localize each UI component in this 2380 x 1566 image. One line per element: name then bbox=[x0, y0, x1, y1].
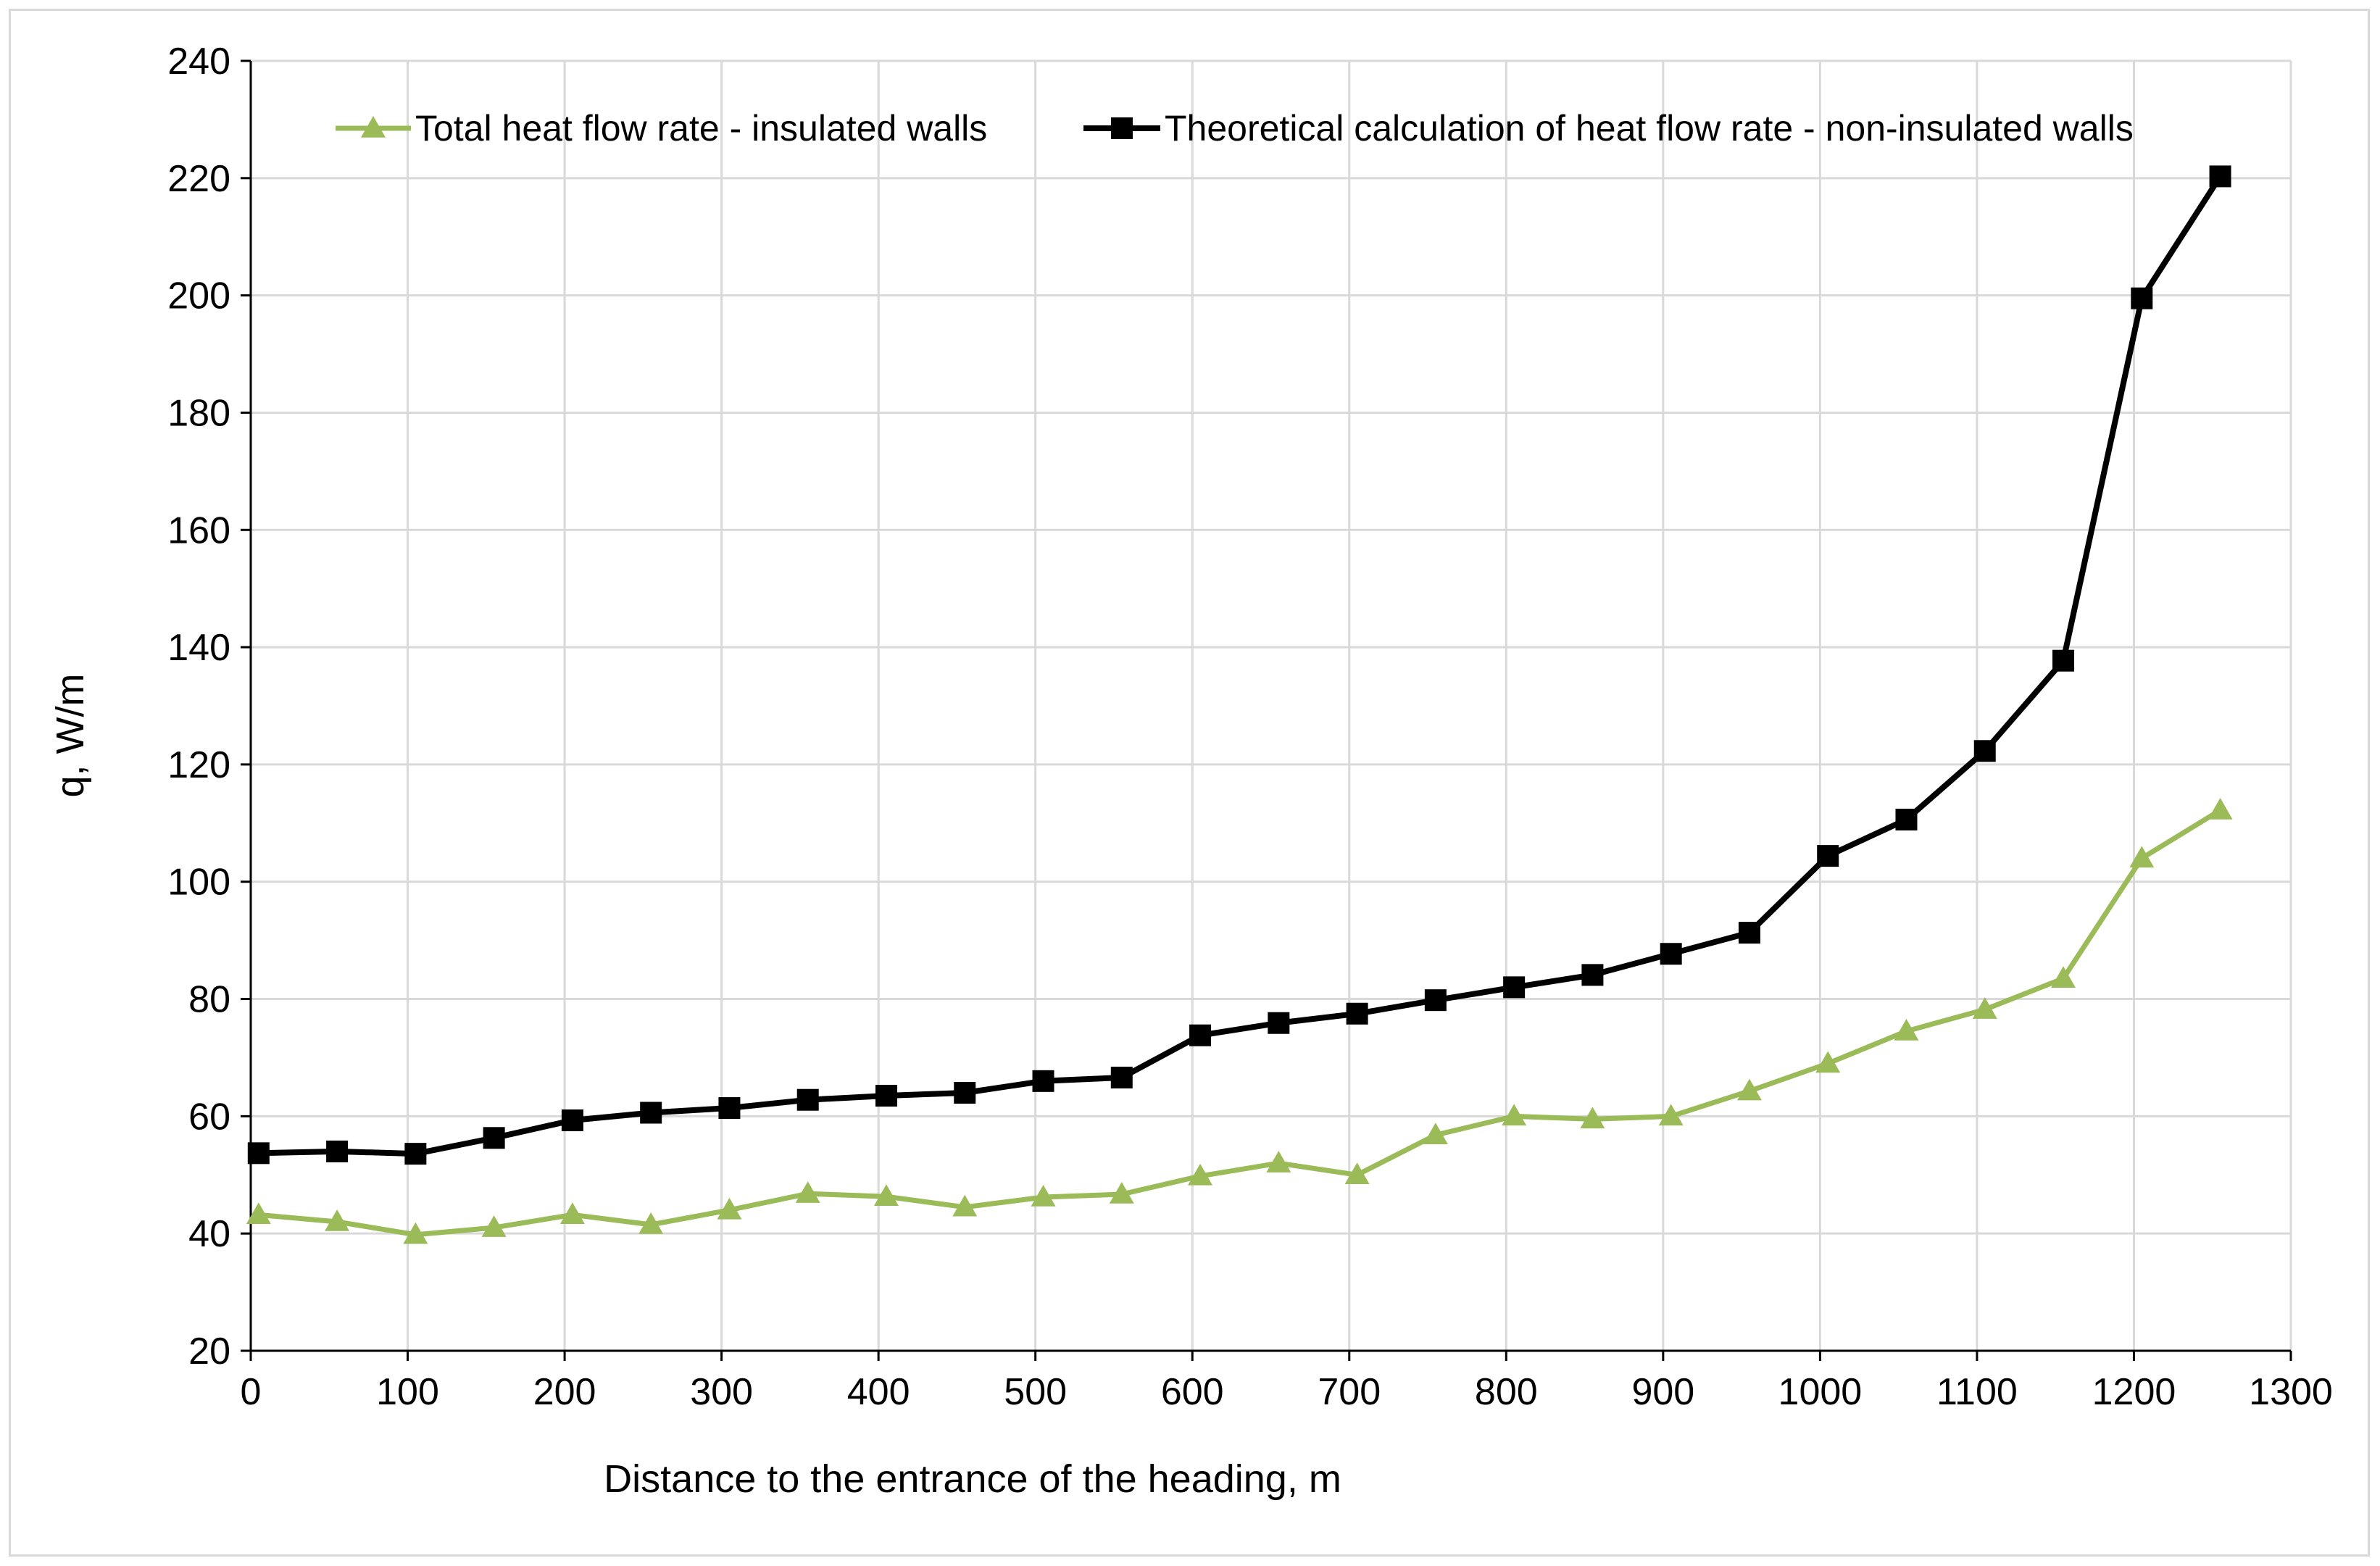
data-point bbox=[1503, 976, 1526, 999]
data-point bbox=[1660, 943, 1682, 965]
y-tick-label: 180 bbox=[167, 392, 230, 434]
data-point bbox=[1423, 1123, 1448, 1145]
data-point bbox=[1346, 1002, 1368, 1025]
data-point bbox=[1344, 1162, 1370, 1185]
y-tick-label: 100 bbox=[167, 862, 230, 904]
legend: Total heat flow rate - insulated walls Th… bbox=[336, 108, 2134, 149]
x-tick-label: 100 bbox=[376, 1371, 439, 1413]
data-point bbox=[2131, 287, 2153, 309]
data-point bbox=[1658, 1104, 1684, 1126]
data-point bbox=[2129, 846, 2155, 868]
data-point bbox=[247, 1142, 270, 1165]
x-tick-label: 1300 bbox=[2249, 1371, 2333, 1413]
x-tick-label: 200 bbox=[533, 1371, 596, 1413]
legend-label: Theoretical calculation of heat flow rat… bbox=[1165, 108, 2134, 149]
data-point bbox=[1424, 989, 1447, 1012]
x-tick-label: 400 bbox=[847, 1371, 910, 1413]
y-tick-label: 20 bbox=[188, 1330, 230, 1373]
data-point bbox=[1973, 740, 1996, 762]
y-tick-label: 220 bbox=[167, 158, 230, 200]
axes: 20 40 60 80 100 120 140 160 180 200 220 240 0 100 200 3… bbox=[167, 41, 2333, 1413]
data-point bbox=[717, 1197, 742, 1220]
y-tick-label: 80 bbox=[188, 979, 230, 1021]
y-tick-label: 240 bbox=[167, 41, 230, 83]
data-point bbox=[561, 1109, 583, 1132]
x-tick-label: 700 bbox=[1318, 1371, 1381, 1413]
data-point bbox=[2052, 649, 2075, 672]
data-point bbox=[1815, 1051, 1841, 1073]
data-point bbox=[481, 1215, 507, 1237]
data-point bbox=[795, 1181, 820, 1203]
y-tick-label: 160 bbox=[167, 509, 230, 551]
data-point bbox=[326, 1140, 349, 1162]
x-tick-label: 1100 bbox=[1936, 1371, 2018, 1413]
data-point bbox=[1268, 1012, 1290, 1034]
data-point bbox=[1031, 1185, 1056, 1207]
legend-marker bbox=[361, 116, 386, 138]
x-tick-label: 500 bbox=[1004, 1371, 1067, 1413]
legend-item-1: Total heat flow rate - insulated walls bbox=[336, 108, 987, 149]
data-point bbox=[1188, 1163, 1213, 1186]
data-point bbox=[952, 1194, 978, 1217]
x-axis-title: Distance to the entrance of the heading,… bbox=[604, 1457, 1341, 1501]
data-point bbox=[2208, 798, 2233, 820]
data-point bbox=[483, 1127, 505, 1149]
y-tick-label: 40 bbox=[188, 1213, 230, 1255]
x-tick-label: 1200 bbox=[2092, 1371, 2176, 1413]
series-lines bbox=[246, 165, 2233, 1244]
data-point bbox=[559, 1202, 585, 1225]
data-point bbox=[1972, 997, 1997, 1019]
data-point bbox=[954, 1082, 976, 1104]
gridlines bbox=[249, 59, 2292, 1352]
data-point bbox=[1266, 1151, 1291, 1173]
x-tick-label: 600 bbox=[1161, 1371, 1224, 1413]
data-point bbox=[403, 1222, 428, 1244]
data-point bbox=[873, 1184, 899, 1206]
y-tick-label: 200 bbox=[167, 275, 230, 317]
legend-marker bbox=[1111, 117, 1133, 139]
data-point bbox=[1109, 1181, 1134, 1204]
data-point bbox=[1189, 1024, 1212, 1046]
data-point bbox=[718, 1097, 741, 1120]
x-tick-label: 800 bbox=[1475, 1371, 1538, 1413]
series-line bbox=[258, 808, 2222, 1238]
data-point bbox=[1738, 922, 1760, 944]
data-point bbox=[640, 1101, 662, 1124]
data-point bbox=[638, 1212, 664, 1234]
data-point bbox=[1817, 845, 1839, 867]
data-point bbox=[404, 1143, 427, 1165]
x-tick-label: 900 bbox=[1631, 1371, 1694, 1413]
data-point bbox=[1895, 808, 1918, 830]
line-chart: 20 40 60 80 100 120 140 160 180 200 220 240 0 100 200 3… bbox=[49, 41, 2333, 1501]
data-point bbox=[2051, 966, 2076, 988]
y-tick-label: 120 bbox=[167, 744, 230, 786]
data-point bbox=[246, 1202, 271, 1225]
data-point bbox=[1502, 1104, 1527, 1126]
series-line bbox=[258, 175, 2223, 1157]
y-tick-label: 140 bbox=[167, 627, 230, 669]
chart-frame: 20 40 60 80 100 120 140 160 180 200 220 240 0 100 200 3… bbox=[9, 9, 2370, 1557]
data-point bbox=[2209, 165, 2231, 188]
x-tick-label: 300 bbox=[690, 1371, 753, 1413]
data-point bbox=[796, 1088, 819, 1111]
data-point bbox=[1110, 1066, 1133, 1088]
legend-label: Total heat flow rate - insulated walls bbox=[415, 108, 987, 149]
data-point bbox=[875, 1085, 897, 1107]
y-axis-title: q, W/m bbox=[49, 674, 92, 798]
y-tick-label: 60 bbox=[188, 1096, 230, 1138]
series-1 bbox=[246, 798, 2233, 1244]
data-point bbox=[1032, 1070, 1054, 1092]
data-point bbox=[1581, 964, 1604, 986]
series-2 bbox=[247, 165, 2231, 1165]
data-point bbox=[1736, 1078, 1762, 1101]
legend-item-2: Theoretical calculation of heat flow rat… bbox=[1083, 108, 2134, 149]
x-tick-label: 1000 bbox=[1778, 1371, 1863, 1413]
x-tick-label: 0 bbox=[241, 1371, 262, 1413]
data-point bbox=[1894, 1019, 1919, 1041]
data-point bbox=[325, 1209, 350, 1231]
data-point bbox=[1580, 1107, 1605, 1129]
